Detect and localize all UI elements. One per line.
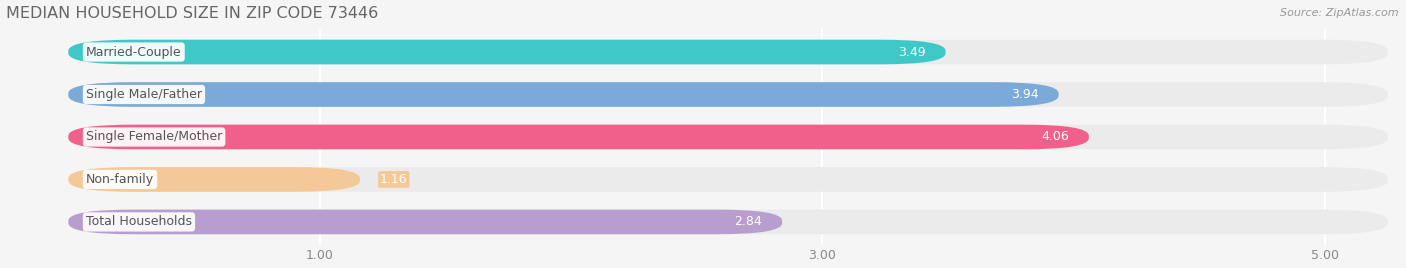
FancyBboxPatch shape <box>69 167 1388 192</box>
FancyBboxPatch shape <box>69 167 360 192</box>
Text: 3.94: 3.94 <box>1011 88 1039 101</box>
Text: 3.49: 3.49 <box>898 46 925 58</box>
Text: 1.16: 1.16 <box>380 173 408 186</box>
FancyBboxPatch shape <box>69 40 945 64</box>
FancyBboxPatch shape <box>69 210 1388 234</box>
FancyBboxPatch shape <box>69 210 782 234</box>
Text: Total Households: Total Households <box>86 215 193 228</box>
Text: 2.84: 2.84 <box>734 215 762 228</box>
Text: Source: ZipAtlas.com: Source: ZipAtlas.com <box>1281 8 1399 18</box>
Text: Married-Couple: Married-Couple <box>86 46 181 58</box>
Text: Non-family: Non-family <box>86 173 155 186</box>
Text: Single Female/Mother: Single Female/Mother <box>86 131 222 143</box>
FancyBboxPatch shape <box>69 125 1088 149</box>
FancyBboxPatch shape <box>69 82 1388 107</box>
Text: 4.06: 4.06 <box>1040 131 1069 143</box>
FancyBboxPatch shape <box>69 40 1388 64</box>
Text: Single Male/Father: Single Male/Father <box>86 88 202 101</box>
Text: MEDIAN HOUSEHOLD SIZE IN ZIP CODE 73446: MEDIAN HOUSEHOLD SIZE IN ZIP CODE 73446 <box>6 6 378 21</box>
FancyBboxPatch shape <box>69 82 1059 107</box>
FancyBboxPatch shape <box>69 125 1388 149</box>
